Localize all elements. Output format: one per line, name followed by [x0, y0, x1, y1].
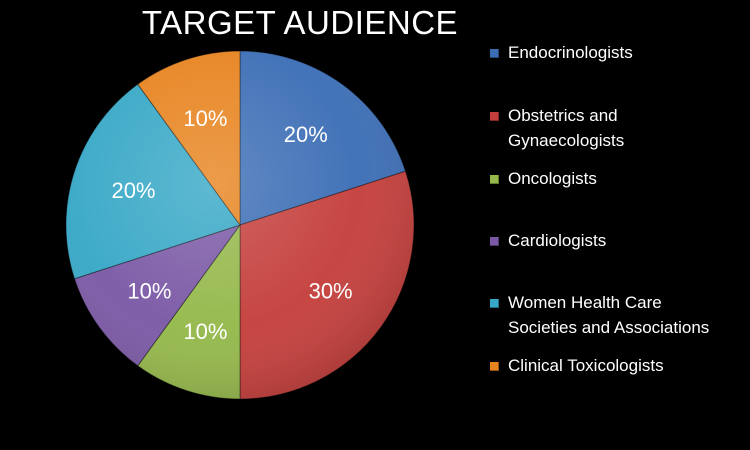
legend-item: Cardiologists [490, 228, 745, 253]
legend-item: Obstetrics and Gynaecologists [490, 103, 745, 153]
data-label: 10% [127, 278, 171, 303]
pie-data-labels: 20% 30% 10% 10% 20% 10% [111, 106, 352, 344]
legend-item: Women Health Care Societies and Associati… [490, 290, 745, 340]
legend-label-line: Gynaecologists [508, 131, 625, 150]
legend-swatch [490, 175, 499, 184]
pie-slices [65, 50, 415, 400]
legend-swatch [490, 362, 499, 371]
data-label: 10% [183, 106, 227, 131]
legend-label-line: Obstetrics and [508, 106, 618, 125]
legend-label: Cardiologists [508, 228, 606, 253]
legend-label-line: Women Health Care [508, 293, 662, 312]
legend-label: Oncologists [508, 166, 597, 191]
legend-swatch [490, 112, 499, 121]
legend-item: Oncologists [490, 166, 745, 191]
legend-label-line: Oncologists [508, 169, 597, 188]
legend-label: Clinical Toxicologists [508, 353, 664, 378]
legend-item: Clinical Toxicologists [490, 353, 745, 378]
data-label: 20% [111, 178, 155, 203]
legend-label: Endocrinologists [508, 40, 633, 65]
legend-label-line: Endocrinologists [508, 43, 633, 62]
legend-swatch [490, 49, 499, 58]
legend-label-line: Societies and Associations [508, 318, 710, 337]
data-label: 20% [284, 122, 328, 147]
data-label: 30% [309, 278, 353, 303]
legend-label-line: Clinical Toxicologists [508, 356, 664, 375]
chart-title: TARGET AUDIENCE [141, 4, 459, 41]
data-label: 10% [183, 319, 227, 344]
legend-label: Women Health Care Societies and Associati… [508, 290, 709, 340]
legend-swatch [490, 299, 499, 308]
legend-label-line: Cardiologists [508, 231, 607, 250]
legend-label: Obstetrics and Gynaecologists [508, 103, 624, 153]
legend-item: Endocrinologists [490, 40, 745, 65]
legend-swatch [490, 237, 499, 246]
